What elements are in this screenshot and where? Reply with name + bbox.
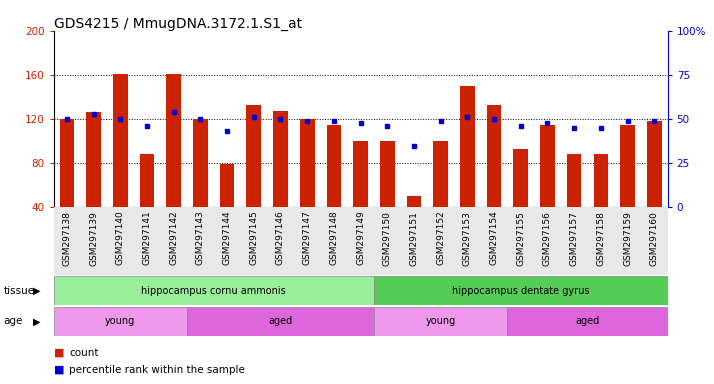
Text: GSM297152: GSM297152 [436, 211, 445, 265]
Bar [433, 141, 448, 207]
Text: GSM297146: GSM297146 [276, 211, 285, 265]
Bar [567, 154, 581, 207]
Text: GSM297150: GSM297150 [383, 211, 392, 266]
Text: ▶: ▶ [33, 286, 41, 296]
Bar [374, 276, 668, 305]
Text: GSM297147: GSM297147 [303, 211, 312, 265]
Text: GSM297160: GSM297160 [650, 211, 659, 266]
Text: GSM297145: GSM297145 [249, 211, 258, 265]
Bar [113, 74, 128, 207]
Text: GSM297140: GSM297140 [116, 211, 125, 265]
Text: aged: aged [575, 316, 600, 326]
Text: hippocampus cornu ammonis: hippocampus cornu ammonis [141, 286, 286, 296]
Text: GSM297138: GSM297138 [62, 211, 71, 266]
Bar [513, 149, 528, 207]
Text: GSM297154: GSM297154 [490, 211, 498, 265]
Text: GSM297143: GSM297143 [196, 211, 205, 265]
Bar [246, 105, 261, 207]
Text: GSM297157: GSM297157 [570, 211, 578, 266]
Bar [140, 154, 154, 207]
Bar [487, 105, 501, 207]
Text: GSM297144: GSM297144 [223, 211, 231, 265]
Text: GSM297156: GSM297156 [543, 211, 552, 266]
Bar [54, 307, 187, 336]
Text: ■: ■ [54, 365, 64, 375]
Bar [407, 196, 421, 207]
Text: GSM297148: GSM297148 [329, 211, 338, 265]
Bar [193, 119, 208, 207]
Bar [620, 124, 635, 207]
Text: hippocampus dentate gyrus: hippocampus dentate gyrus [452, 286, 590, 296]
Text: tissue: tissue [4, 286, 35, 296]
Text: ▶: ▶ [33, 316, 41, 326]
Bar [540, 124, 555, 207]
Text: count: count [69, 348, 99, 358]
Bar [647, 121, 662, 207]
Text: GSM297153: GSM297153 [463, 211, 472, 266]
Bar [380, 141, 395, 207]
Bar [374, 307, 508, 336]
Bar [593, 154, 608, 207]
Bar [86, 113, 101, 207]
Text: percentile rank within the sample: percentile rank within the sample [69, 365, 245, 375]
Text: young: young [426, 316, 456, 326]
Text: ■: ■ [54, 348, 64, 358]
Bar [273, 111, 288, 207]
Text: GSM297155: GSM297155 [516, 211, 526, 266]
Bar [59, 119, 74, 207]
Bar [166, 74, 181, 207]
Text: GSM297139: GSM297139 [89, 211, 98, 266]
Text: age: age [4, 316, 23, 326]
Text: GSM297142: GSM297142 [169, 211, 178, 265]
Bar [187, 307, 374, 336]
Text: young: young [105, 316, 136, 326]
Bar [508, 307, 668, 336]
Bar [54, 276, 374, 305]
Bar [300, 119, 315, 207]
Bar [220, 164, 234, 207]
Bar [353, 141, 368, 207]
Text: GDS4215 / MmugDNA.3172.1.S1_at: GDS4215 / MmugDNA.3172.1.S1_at [54, 17, 302, 31]
Text: aged: aged [268, 316, 293, 326]
Bar [326, 124, 341, 207]
Text: GSM297151: GSM297151 [409, 211, 418, 266]
Text: GSM297159: GSM297159 [623, 211, 632, 266]
Text: GSM297149: GSM297149 [356, 211, 365, 265]
Text: GSM297158: GSM297158 [596, 211, 605, 266]
Text: GSM297141: GSM297141 [143, 211, 151, 265]
Bar [460, 86, 475, 207]
